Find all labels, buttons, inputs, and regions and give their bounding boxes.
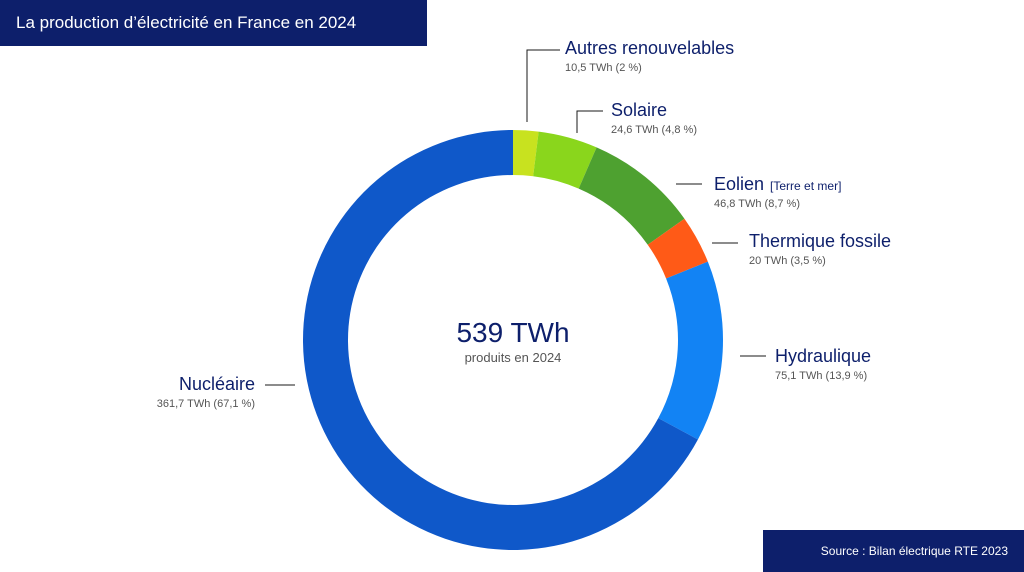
value-label-solaire: 24,6 TWh (4,8 %) [611,124,697,136]
label-thermique-fossile: Thermique fossile [749,231,891,251]
leader-line-autres-renouvelables [526,49,560,122]
leader-line-solaire [576,110,603,133]
leader-lines [265,49,766,386]
label-name-autres-renouvelables: Autres renouvelables [565,38,734,58]
center-total-caption: produits en 2024 [465,350,562,365]
slice-thermique-fossile [647,218,708,279]
slice-eolien [578,147,685,245]
label-eolien: Eolien [Terre et mer] [714,174,841,194]
value-label-autres-renouvelables: 10,5 TWh (2 %) [565,62,642,74]
label-name-solaire: Solaire [611,100,667,120]
slice-hydraulique [658,261,724,440]
label-name-eolien: Eolien [714,174,764,194]
label-hydraulique: Hydraulique [775,346,871,366]
label-name-thermique-fossile: Thermique fossile [749,231,891,251]
center-total-value: 539 TWh [456,317,569,348]
label-name-hydraulique: Hydraulique [775,346,871,366]
label-nucleaire: Nucléaire [179,374,255,394]
value-label-hydraulique: 75,1 TWh (13,9 %) [775,370,867,382]
label-solaire: Solaire [611,100,667,120]
value-label-thermique-fossile: 20 TWh (3,5 %) [749,255,826,267]
slice-labels: Autres renouvelables 10,5 TWh (2 %) Solair… [157,38,891,410]
label-name-nucleaire: Nucléaire [179,374,255,394]
slice-solaire [533,131,597,189]
source-note: Source : Bilan électrique RTE 2023 [763,530,1024,572]
chart-title: La production d’électricité en France en… [0,0,427,46]
value-label-nucleaire: 361,7 TWh (67,1 %) [157,398,255,410]
label-qualifier-eolien: [Terre et mer] [770,179,841,193]
label-autres-renouvelables: Autres renouvelables [565,38,734,58]
donut-slices [303,130,724,550]
value-label-eolien: 46,8 TWh (8,7 %) [714,198,800,210]
slice-autres-renouvelables [513,130,539,177]
